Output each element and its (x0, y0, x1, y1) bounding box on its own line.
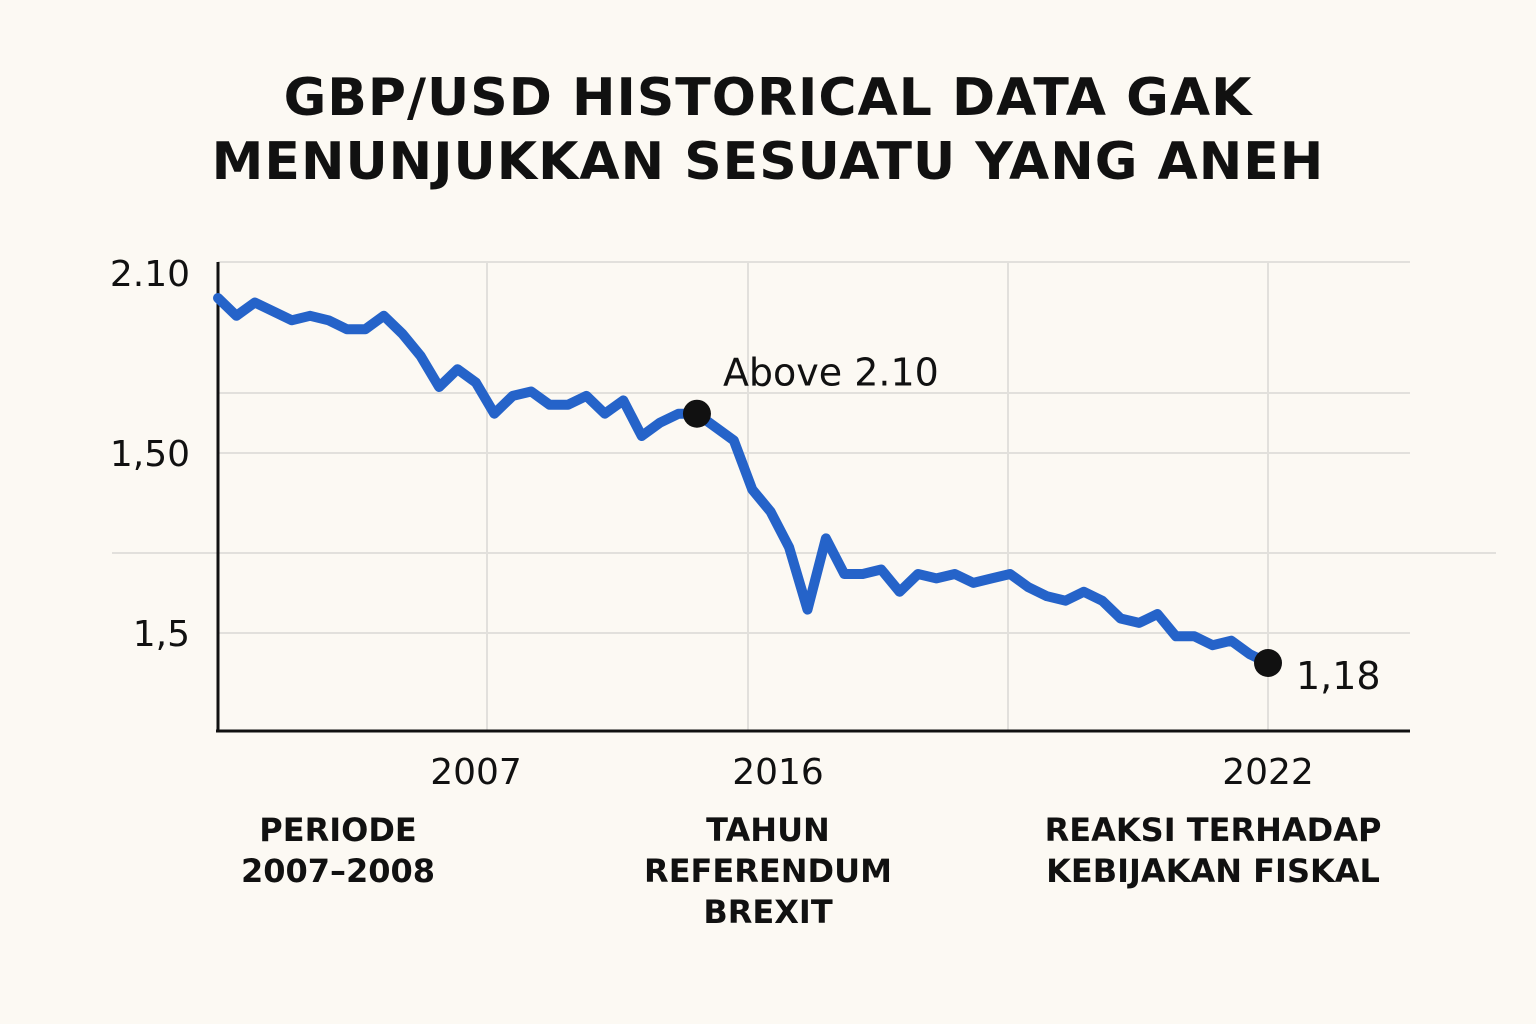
chart-title-line-2: MENUNJUKKAN SESUATU YANG ANEH (211, 132, 1325, 192)
chart-title-line-1: GBP/USD HISTORICAL DATA GAK (283, 68, 1253, 128)
annotation-marker (682, 399, 711, 428)
x-tick-label: 2007 (430, 752, 522, 793)
x-tick-labels: 2007 2016 2022 (430, 752, 1314, 793)
period-label-2007-2008: PERIODE 2007–2008 (188, 810, 488, 892)
y-tick-label: 1,50 (110, 434, 190, 475)
period-label-line: TAHUN (706, 811, 830, 849)
annotation-label: 1,18 (1296, 654, 1381, 698)
y-tick-labels: 2.10 1,50 1,5 (110, 254, 190, 655)
period-label-line: KEBIJAKAN FISKAL (1046, 852, 1380, 890)
annotation-label: Above 2.10 (723, 351, 939, 395)
period-label-line: PERIODE (259, 811, 417, 849)
horizontal-gridlines (112, 261, 1496, 634)
y-tick-label: 2.10 (110, 254, 190, 295)
period-label-line: REFERENDUM (644, 852, 892, 890)
x-tick-label: 2016 (732, 752, 824, 793)
period-label-brexit-referendum: TAHUN REFERENDUM BREXIT (618, 810, 918, 933)
y-tick-label: 1,5 (133, 614, 190, 655)
chart-title: GBP/USD HISTORICAL DATA GAK MENUNJUKKAN … (0, 66, 1536, 194)
annotation-markers: Above 2.10 1,18 (682, 351, 1381, 698)
period-label-fiscal-policy: REAKSI TERHADAP KEBIJAKAN FISKAL (1028, 810, 1398, 892)
period-label-line: REAKSI TERHADAP (1044, 811, 1382, 849)
gbp-usd-series-line (213, 293, 1273, 668)
annotation-marker (1254, 649, 1282, 677)
x-tick-label: 2022 (1222, 752, 1314, 793)
vertical-gridlines (486, 262, 1269, 731)
period-label-line: 2007–2008 (240, 852, 436, 890)
period-label-line: BREXIT (703, 893, 833, 931)
